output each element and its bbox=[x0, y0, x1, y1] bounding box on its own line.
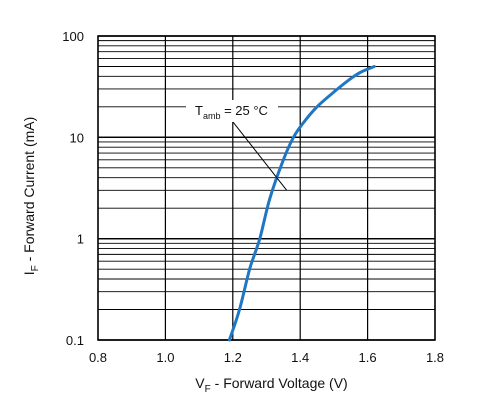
y-tick-label: 10 bbox=[70, 130, 84, 145]
series-line bbox=[227, 65, 376, 342]
x-axis-title: VF - Forward Voltage (V) bbox=[195, 375, 347, 395]
x-tick-label: 1.8 bbox=[426, 350, 444, 365]
annotation-background bbox=[186, 100, 278, 122]
y-tick-label: 0.1 bbox=[66, 333, 84, 348]
x-tick-label: 1.6 bbox=[359, 350, 377, 365]
annotation-leader-line bbox=[232, 121, 288, 191]
x-tick-label: 1.4 bbox=[291, 350, 309, 365]
y-tick-labels: 0.1 1 10 100 bbox=[62, 29, 84, 348]
x-tick-label: 0.8 bbox=[89, 350, 107, 365]
x-tick-labels: 0.8 1.0 1.2 1.4 1.6 1.8 bbox=[89, 350, 444, 365]
x-tick-label: 1.2 bbox=[224, 350, 242, 365]
y-tick-label: 1 bbox=[77, 232, 84, 247]
grid bbox=[97, 35, 436, 341]
annotation-label: Tamb = 25 °C bbox=[195, 103, 268, 121]
y-axis-title: IF - Forward Current (mA) bbox=[21, 117, 41, 276]
x-tick-label: 1.0 bbox=[156, 350, 174, 365]
plot-frame bbox=[97, 35, 436, 341]
y-tick-label: 100 bbox=[62, 29, 84, 44]
